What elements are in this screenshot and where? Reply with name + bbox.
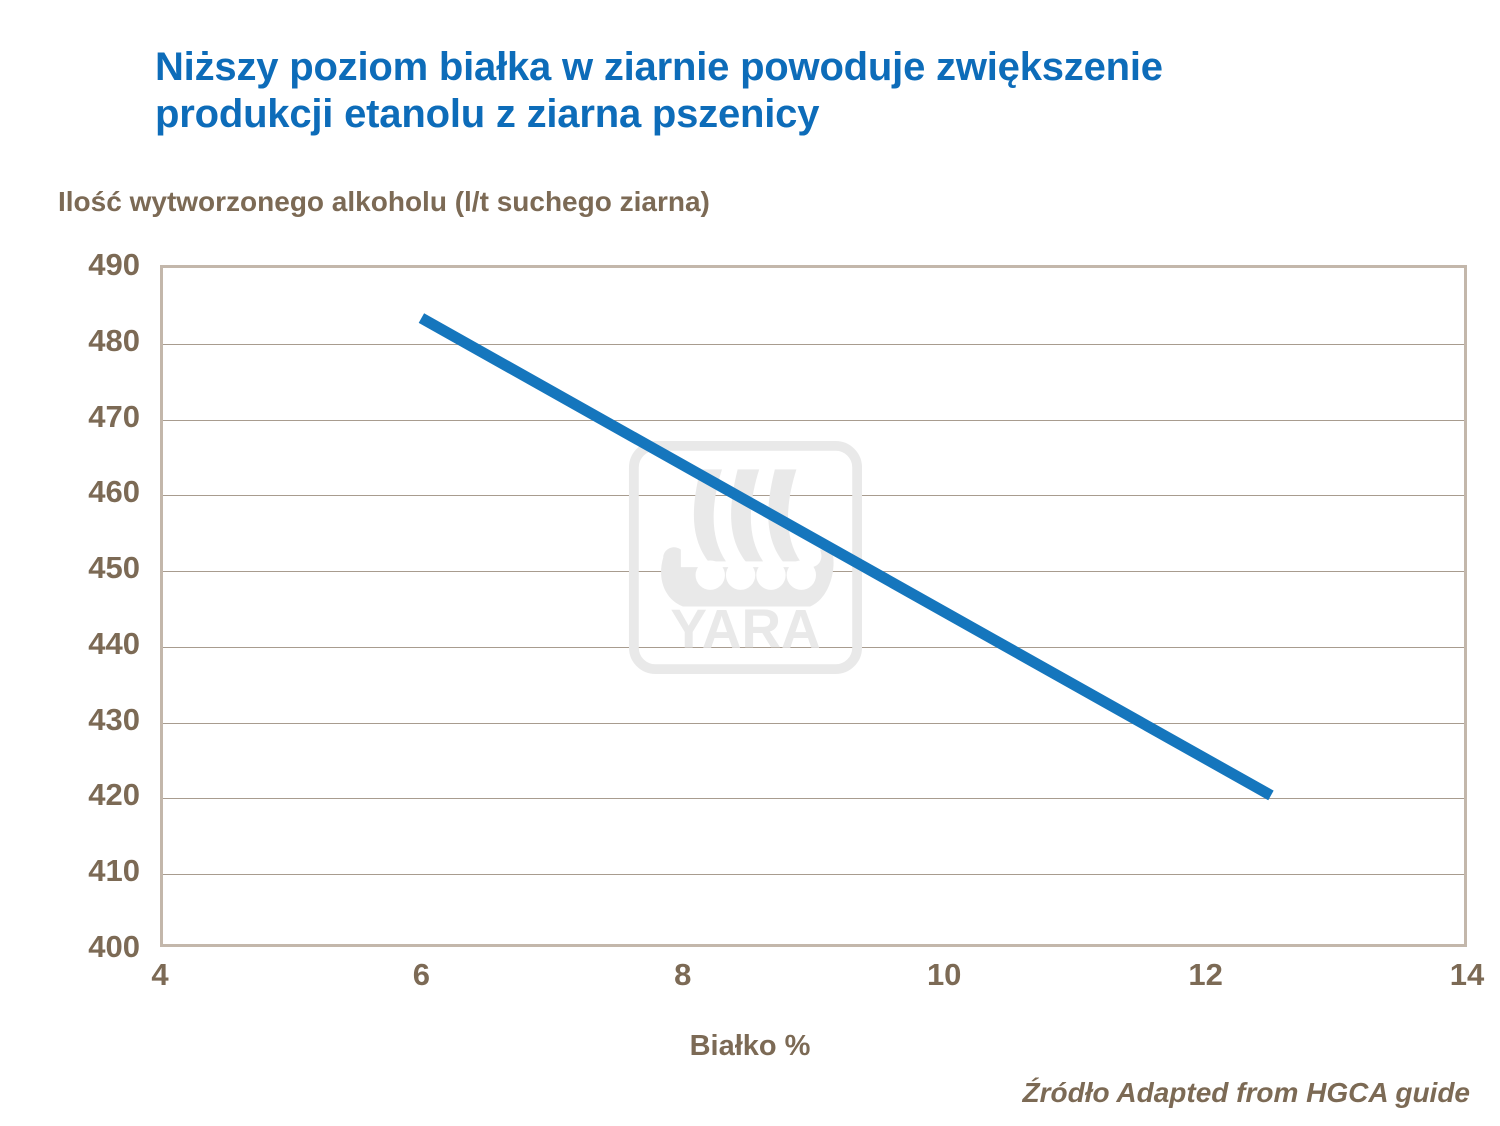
gridline [163,646,1464,648]
x-axis-tick-label: 10 [926,957,962,992]
y-axis-tick-label: 450 [88,550,140,586]
gridline [163,343,1464,345]
x-axis-tick-label: 8 [674,957,692,992]
y-axis-tick-label: 490 [88,247,140,282]
gridline [163,419,1464,421]
chart-title-line-2: produkcji etanolu z ziarna pszenicy [155,92,820,137]
y-axis-tick-label: 430 [88,701,140,737]
plot-area: YARA [160,265,1467,947]
gridline [163,495,1464,497]
x-axis-title: Białko % [689,1030,811,1062]
y-axis-title: Ilość wytworzonego alkoholu (l/t suchego… [58,186,710,217]
gridline [163,722,1464,724]
y-axis-tick-label: 420 [88,777,140,813]
x-axis-tick-label: 12 [1188,957,1223,992]
chart-title-line-1: Niższy poziom białka w ziarnie powoduje … [155,45,1163,89]
y-axis-tick-label: 410 [88,853,140,889]
gridlines [163,268,1464,944]
chart-title: Niższy poziom białka w ziarnie powoduje … [155,44,1475,138]
y-axis-tick-label: 470 [88,398,140,434]
gridline [163,798,1464,800]
x-axis-tick-label: 14 [1449,957,1485,992]
x-axis-tick-label: 4 [151,957,169,992]
source-annotation: Źródło Adapted from HGCA guide [1022,1077,1470,1108]
y-axis-tick-label: 480 [88,322,140,358]
x-axis-tick-label: 6 [412,957,431,992]
y-axis-tick-labels: 490 480 470 460 450 440 430 420 410 400 [20,0,140,1126]
y-axis-tick-label: 400 [88,929,140,964]
y-axis-tick-label: 460 [88,474,140,510]
gridline [163,571,1464,573]
y-axis-tick-label: 440 [88,625,140,661]
gridline [163,874,1464,876]
